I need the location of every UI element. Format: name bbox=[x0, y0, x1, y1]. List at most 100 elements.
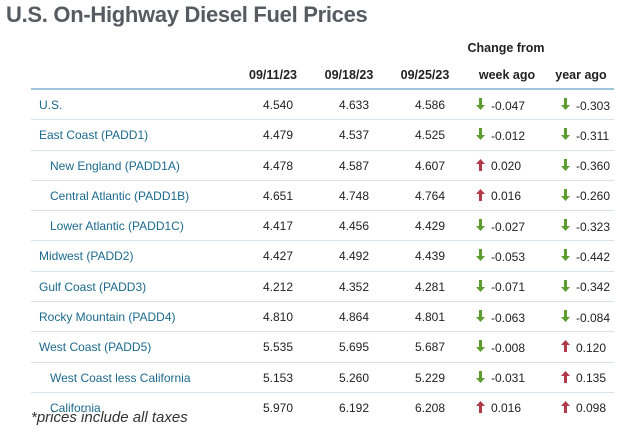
year-change: -0.260 bbox=[561, 188, 611, 204]
page-title: U.S. On-Highway Diesel Fuel Prices bbox=[6, 2, 368, 27]
year-change: -0.303 bbox=[561, 98, 610, 113]
col-header-date-1: 09/11/23 bbox=[249, 68, 297, 82]
price-date-1: 5.153 bbox=[262, 370, 293, 385]
price-date-2: 4.456 bbox=[338, 219, 369, 234]
week-change-value: 0.016 bbox=[491, 189, 522, 204]
week-change: -0.012 bbox=[476, 128, 525, 143]
table-header: 09/11/23 09/18/23 09/25/23 week ago year… bbox=[31, 62, 614, 90]
price-date-2: 6.192 bbox=[338, 400, 369, 415]
region-name: New England (PADD1A) bbox=[50, 158, 180, 173]
week-change: -0.008 bbox=[476, 340, 525, 355]
arrow-down-icon bbox=[561, 219, 570, 234]
region-name: Midwest (PADD2) bbox=[39, 249, 134, 264]
price-date-1: 4.651 bbox=[262, 188, 293, 203]
week-change: -0.027 bbox=[476, 219, 525, 234]
arrow-down-icon bbox=[476, 370, 485, 386]
week-change: 0.016 bbox=[476, 400, 522, 416]
week-change-value: -0.031 bbox=[491, 371, 526, 386]
region-name: East Coast (PADD1) bbox=[39, 128, 149, 143]
year-change-value: -0.442 bbox=[576, 249, 611, 264]
week-change-value: -0.012 bbox=[491, 128, 526, 143]
price-date-3: 4.607 bbox=[414, 158, 445, 173]
price-date-3: 4.764 bbox=[414, 188, 445, 203]
price-date-3: 4.801 bbox=[414, 310, 445, 325]
table-row: Gulf Coast (PADD3) 4.212 4.352 4.281 -0.071 -… bbox=[31, 272, 614, 303]
price-date-1: 5.970 bbox=[262, 400, 293, 415]
region-name: Rocky Mountain (PADD4) bbox=[39, 310, 176, 325]
price-date-3: 6.208 bbox=[414, 400, 445, 415]
arrow-down-icon bbox=[476, 98, 485, 113]
price-date-1: 4.479 bbox=[262, 128, 293, 143]
arrow-down-icon bbox=[561, 128, 570, 143]
arrow-down-icon bbox=[561, 279, 570, 295]
year-change: 0.098 bbox=[561, 400, 607, 416]
region-name: Central Atlantic (PADD1B) bbox=[50, 188, 190, 203]
price-date-1: 4.478 bbox=[262, 158, 293, 173]
year-change: -0.323 bbox=[561, 219, 610, 234]
year-change-value: -0.360 bbox=[576, 159, 611, 174]
year-change-value: 0.120 bbox=[576, 340, 607, 355]
year-change: -0.084 bbox=[561, 310, 610, 325]
arrow-up-icon bbox=[561, 370, 570, 386]
region-name: Lower Atlantic (PADD1C) bbox=[50, 219, 184, 234]
price-date-3: 5.687 bbox=[414, 340, 445, 355]
year-change-value: -0.303 bbox=[576, 98, 611, 113]
table-row: U.S. 4.540 4.633 4.586 -0.047 -0.303 bbox=[31, 90, 614, 121]
year-change-value: 0.098 bbox=[576, 401, 607, 416]
price-date-3: 4.525 bbox=[414, 128, 445, 143]
price-date-3: 4.586 bbox=[414, 98, 445, 112]
table-row: New England (PADD1A) 4.478 4.587 4.607 0.020… bbox=[31, 151, 614, 181]
table-row: Lower Atlantic (PADD1C) 4.417 4.456 4.429 -0… bbox=[31, 211, 614, 242]
price-date-2: 4.587 bbox=[338, 158, 369, 173]
week-change-value: -0.063 bbox=[491, 310, 526, 325]
week-change-value: -0.047 bbox=[491, 98, 526, 113]
arrow-down-icon bbox=[561, 98, 570, 113]
week-change-value: -0.008 bbox=[491, 340, 526, 355]
year-change-value: -0.323 bbox=[576, 219, 611, 234]
arrow-up-icon bbox=[476, 158, 485, 174]
price-date-1: 4.427 bbox=[262, 249, 293, 264]
price-date-2: 4.492 bbox=[338, 249, 369, 264]
year-change: -0.311 bbox=[561, 128, 609, 143]
year-change-value: -0.311 bbox=[576, 128, 610, 143]
price-date-1: 4.540 bbox=[262, 98, 293, 112]
col-header-year-ago: year ago bbox=[555, 68, 607, 82]
price-date-1: 4.417 bbox=[262, 219, 293, 234]
week-change: -0.053 bbox=[476, 249, 525, 264]
table-row: West Coast less California 5.153 5.260 5.22… bbox=[31, 363, 614, 393]
region-name: West Coast less California bbox=[50, 370, 191, 385]
week-change: 0.016 bbox=[476, 188, 522, 204]
region-name: West Coast (PADD5) bbox=[39, 340, 152, 355]
year-change-value: -0.342 bbox=[576, 280, 611, 295]
arrow-up-icon bbox=[561, 340, 570, 355]
week-change: 0.020 bbox=[476, 158, 521, 174]
arrow-down-icon bbox=[476, 249, 485, 264]
arrow-down-icon bbox=[476, 128, 485, 143]
price-date-2: 4.748 bbox=[338, 188, 369, 203]
table-row: West Coast (PADD5) 5.535 5.695 5.687 -0.008 0… bbox=[31, 332, 614, 363]
year-change: -0.442 bbox=[561, 249, 610, 264]
price-date-2: 4.352 bbox=[338, 279, 369, 294]
table-row: Midwest (PADD2) 4.427 4.492 4.439 -0.053 -0.4… bbox=[31, 241, 614, 272]
region-name: Gulf Coast (PADD3) bbox=[39, 279, 147, 294]
year-change: 0.135 bbox=[561, 370, 606, 386]
arrow-up-icon bbox=[476, 188, 485, 204]
arrow-down-icon bbox=[476, 279, 485, 295]
arrow-down-icon bbox=[476, 219, 485, 234]
price-date-1: 5.535 bbox=[262, 340, 293, 355]
price-date-2: 5.260 bbox=[338, 370, 369, 385]
week-change: -0.071 bbox=[476, 279, 525, 295]
week-change: -0.031 bbox=[476, 370, 526, 386]
table-row: East Coast (PADD1) 4.479 4.537 4.525 -0.012 -… bbox=[31, 120, 614, 151]
arrow-up-icon bbox=[561, 400, 570, 416]
table-row: Rocky Mountain (PADD4) 4.810 4.864 4.801 -0.… bbox=[31, 302, 614, 333]
arrow-down-icon bbox=[561, 158, 570, 174]
price-date-3: 4.439 bbox=[414, 249, 445, 264]
week-change-value: -0.027 bbox=[491, 219, 526, 234]
week-change-value: 0.016 bbox=[491, 401, 522, 416]
price-date-3: 4.281 bbox=[414, 279, 445, 294]
price-date-1: 4.810 bbox=[262, 310, 293, 325]
year-change: -0.342 bbox=[561, 279, 611, 295]
year-change-value: -0.260 bbox=[576, 189, 611, 204]
col-header-week-ago: week ago bbox=[478, 68, 536, 82]
